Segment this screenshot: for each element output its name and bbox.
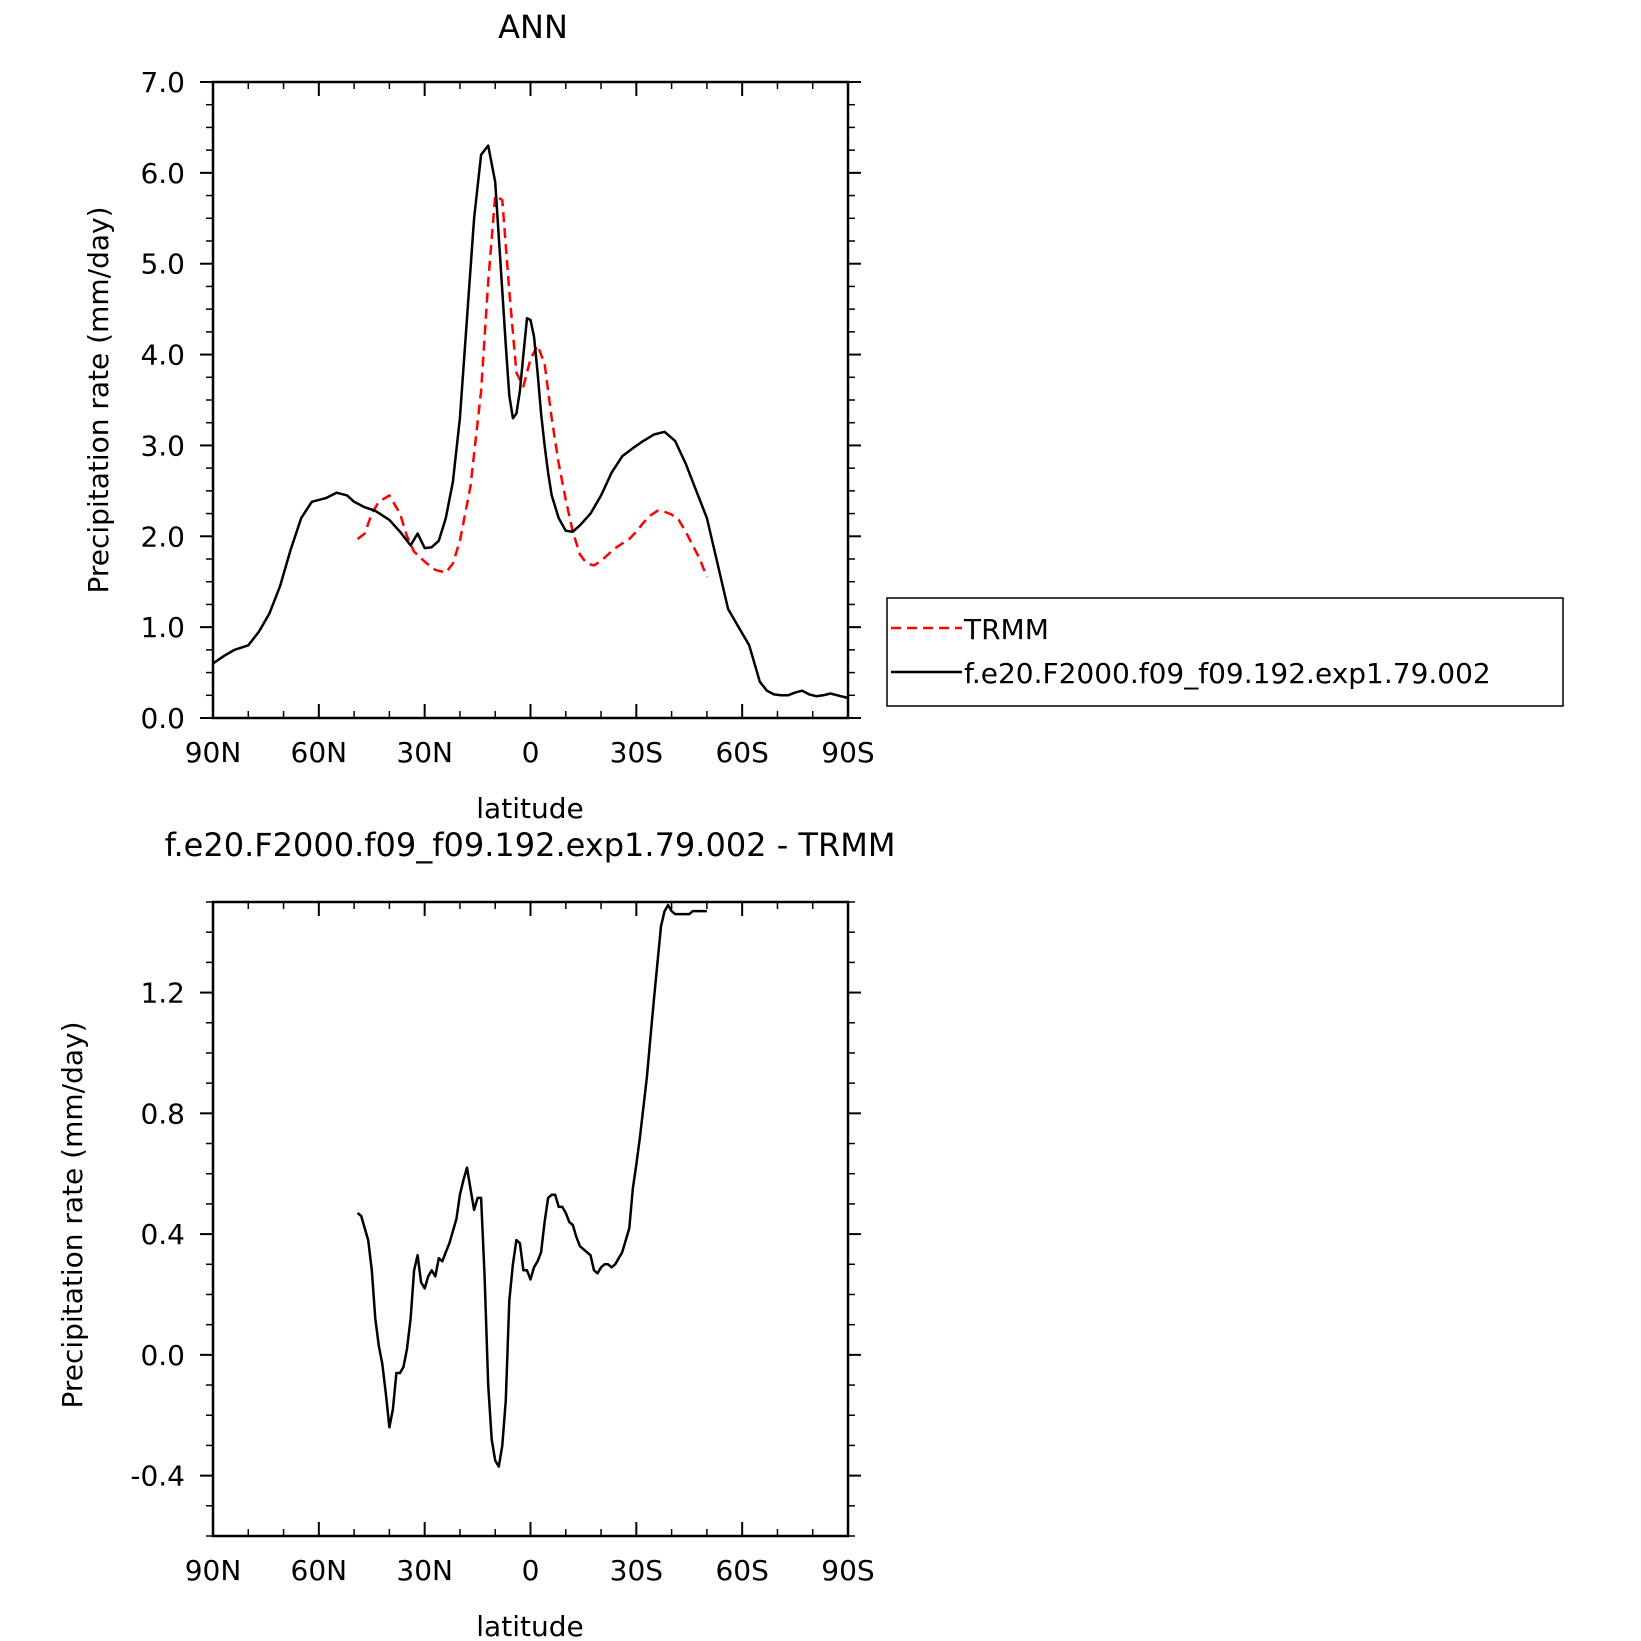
top-plot-frame xyxy=(211,80,850,720)
bottom-y-tick-label: 0.8 xyxy=(140,1097,185,1130)
bottom-x-tick-label: 30S xyxy=(610,1554,663,1587)
top-y-tick-label: 3.0 xyxy=(140,429,185,462)
top-series-layer xyxy=(212,144,849,700)
top-series-line-trmm xyxy=(356,194,709,578)
top-x-tick-label: 30N xyxy=(396,736,453,769)
top-y-tick-label: 6.0 xyxy=(140,157,185,190)
top-y-axis-label: Precipitation rate (mm/day) xyxy=(82,206,115,593)
bottom-plot-frame xyxy=(211,900,850,1538)
bottom-x-tick-label: 60N xyxy=(291,1554,348,1587)
top-ticks-layer: 90N 60N 30N 0 30S 60S 90S 0.0 1.0 2.0 3.0 4.0 5.0 6.0… xyxy=(140,66,874,769)
bottom-x-tick-label: 90S xyxy=(821,1554,874,1587)
top-y-tick-label: 0.0 xyxy=(140,702,185,735)
top-y-tick-label: 7.0 xyxy=(140,66,185,99)
bottom-x-axis-label: latitude xyxy=(476,1610,583,1641)
bottom-series-layer xyxy=(356,903,707,1468)
top-y-tick-label: 4.0 xyxy=(140,339,185,372)
top-x-tick-label: 60N xyxy=(291,736,348,769)
top-x-tick-label: 0 xyxy=(522,736,540,769)
bottom-x-tick-label: 30N xyxy=(396,1554,453,1587)
top-y-tick-label: 1.0 xyxy=(140,611,185,644)
bottom-y-tick-label: 0.0 xyxy=(140,1339,185,1372)
bottom-y-tick-label: 0.4 xyxy=(140,1218,185,1251)
bottom-panel: f.e20.F2000.f09_f09.192.exp1.79.002 - TR… xyxy=(56,826,895,1641)
bottom-y-tick-label: 1.2 xyxy=(140,977,185,1010)
top-x-tick-label: 30S xyxy=(610,736,663,769)
legend-label-trmm: TRMM xyxy=(963,613,1049,646)
bottom-ticks-layer: 90N 60N 30N 0 30S 60S 90S -0.4 0.0 0.4 0.8 1.2 xyxy=(130,901,875,1587)
top-chart-title: ANN xyxy=(498,8,568,46)
top-x-tick-label: 60S xyxy=(715,736,768,769)
legend: TRMM f.e20.F2000.f09_f09.192.exp1.79.002 xyxy=(886,597,1564,707)
bottom-x-tick-label: 60S xyxy=(715,1554,768,1587)
top-y-tick-label: 2.0 xyxy=(140,520,185,553)
top-x-tick-label: 90N xyxy=(185,736,242,769)
bottom-x-tick-label: 0 xyxy=(522,1554,540,1587)
bottom-y-axis-label: Precipitation rate (mm/day) xyxy=(56,1021,89,1408)
top-y-tick-label: 5.0 xyxy=(140,248,185,281)
top-x-axis-label: latitude xyxy=(476,792,583,825)
bottom-chart-title: f.e20.F2000.f09_f09.192.exp1.79.002 - TR… xyxy=(165,826,896,864)
top-x-tick-label: 90S xyxy=(821,736,874,769)
legend-label-model: f.e20.F2000.f09_f09.192.exp1.79.002 xyxy=(964,657,1491,690)
legend-box xyxy=(886,597,1564,707)
bottom-x-tick-label: 90N xyxy=(185,1554,242,1587)
top-series-line-model xyxy=(212,144,849,700)
bottom-series-line-difference xyxy=(356,903,707,1468)
bottom-y-tick-label: -0.4 xyxy=(130,1460,185,1493)
top-panel: ANN 90N 60N 30N 0 30S 60S 90S 0.0 1.0 2.0 3.0 4.0 5.… xyxy=(82,8,1564,825)
